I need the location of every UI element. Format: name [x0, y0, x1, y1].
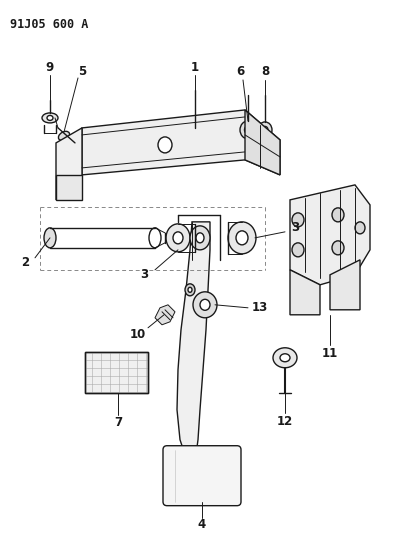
Polygon shape	[290, 185, 370, 285]
Text: 9: 9	[46, 61, 54, 75]
Ellipse shape	[193, 292, 217, 318]
Ellipse shape	[257, 144, 263, 151]
Ellipse shape	[58, 131, 69, 141]
Polygon shape	[330, 260, 360, 310]
Ellipse shape	[166, 224, 190, 252]
Polygon shape	[85, 352, 148, 393]
Ellipse shape	[236, 231, 248, 245]
Ellipse shape	[355, 222, 365, 234]
Ellipse shape	[258, 122, 272, 138]
Ellipse shape	[60, 152, 70, 164]
Ellipse shape	[61, 183, 69, 193]
Ellipse shape	[273, 348, 297, 368]
Polygon shape	[155, 305, 175, 325]
Ellipse shape	[44, 228, 56, 248]
Polygon shape	[56, 128, 82, 200]
Polygon shape	[245, 110, 280, 175]
Polygon shape	[177, 222, 210, 462]
Text: 2: 2	[21, 256, 29, 269]
Ellipse shape	[228, 222, 256, 254]
Ellipse shape	[264, 156, 276, 170]
Ellipse shape	[61, 170, 69, 180]
Ellipse shape	[295, 289, 305, 301]
Ellipse shape	[280, 354, 290, 362]
Ellipse shape	[292, 213, 304, 227]
Text: 13: 13	[252, 301, 268, 314]
Ellipse shape	[190, 226, 210, 250]
Ellipse shape	[185, 284, 195, 296]
Text: 3: 3	[291, 221, 299, 235]
Text: 6: 6	[236, 66, 244, 78]
Ellipse shape	[332, 241, 344, 255]
Text: 91J05 600 A: 91J05 600 A	[10, 18, 88, 31]
Polygon shape	[290, 270, 320, 315]
Text: 3: 3	[140, 268, 148, 281]
Polygon shape	[82, 110, 280, 175]
Ellipse shape	[332, 208, 344, 222]
Ellipse shape	[292, 243, 304, 257]
Text: 5: 5	[78, 66, 86, 78]
Text: 7: 7	[114, 416, 122, 429]
Ellipse shape	[245, 126, 251, 134]
Text: 11: 11	[322, 348, 338, 360]
Text: 12: 12	[277, 415, 293, 428]
FancyBboxPatch shape	[163, 446, 241, 506]
Ellipse shape	[196, 233, 204, 243]
Ellipse shape	[340, 279, 350, 291]
Ellipse shape	[173, 232, 183, 244]
Text: 4: 4	[198, 518, 206, 531]
Ellipse shape	[47, 116, 53, 120]
Ellipse shape	[188, 287, 192, 292]
Ellipse shape	[200, 300, 210, 310]
Text: 8: 8	[261, 66, 269, 78]
Polygon shape	[56, 175, 82, 200]
Text: 1: 1	[191, 61, 199, 75]
Ellipse shape	[253, 140, 267, 156]
Ellipse shape	[240, 121, 256, 139]
Ellipse shape	[262, 126, 268, 133]
Ellipse shape	[149, 228, 161, 248]
Ellipse shape	[267, 160, 273, 166]
Ellipse shape	[42, 113, 58, 123]
Ellipse shape	[158, 137, 172, 153]
Text: 10: 10	[130, 328, 146, 341]
